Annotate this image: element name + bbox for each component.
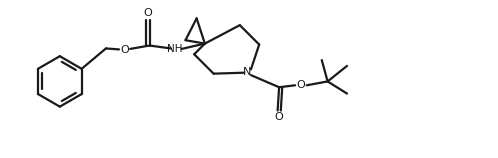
- Text: O: O: [120, 45, 128, 55]
- Text: N: N: [244, 67, 252, 77]
- Text: NH: NH: [167, 44, 183, 54]
- Text: O: O: [296, 80, 305, 90]
- Text: O: O: [144, 8, 152, 18]
- Text: O: O: [275, 112, 283, 122]
